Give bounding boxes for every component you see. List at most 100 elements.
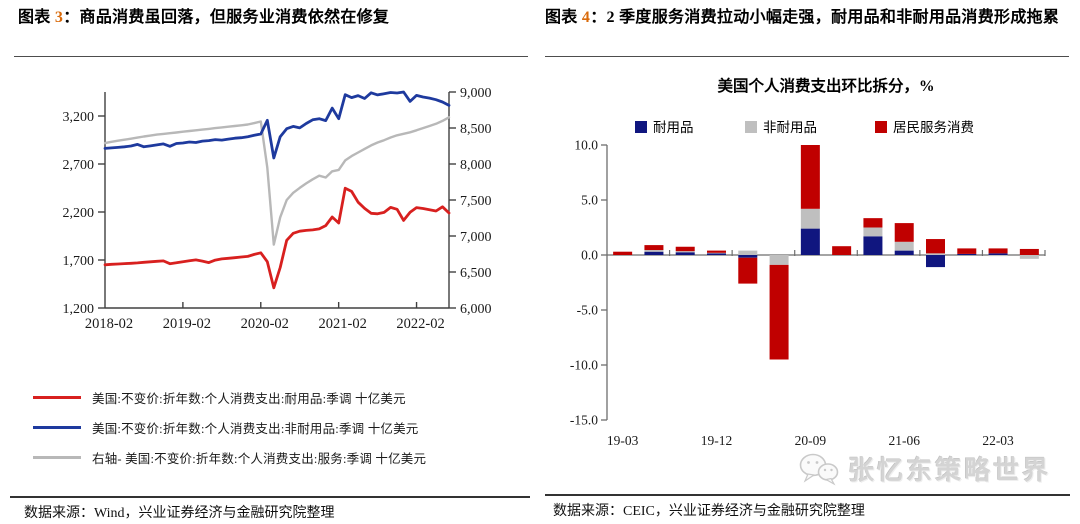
figure3-header-rule — [14, 56, 528, 57]
y-axis-tick-label: -5.0 — [577, 303, 599, 318]
bar-segment-resident-services — [832, 246, 852, 255]
bar-legend-swatch-durable-goods — [635, 121, 647, 133]
watermark-text: 张忆东策略世界 — [848, 456, 1052, 485]
bar-segment-resident-services — [613, 251, 633, 255]
right-bar-chart: 美国个人消费支出环比拆分，% 耐用品 非耐用品 居民服务消费 10.0 5.0 0.0 -5.… — [570, 76, 1046, 448]
y-axis-tick-label: 10.0 — [574, 138, 598, 153]
line-series-services — [103, 116, 451, 246]
right-axis-tick-label: 9,000 — [460, 86, 492, 101]
left-axis-tick-label: 3,200 — [63, 110, 95, 125]
legend-item-services: 右轴- 美国:不变价:折年数:个人消费支出:服务:季调 十亿美元 — [33, 442, 426, 472]
bar-segment-nondurable-goods — [926, 253, 945, 255]
bar-segment-durable-goods — [644, 251, 664, 255]
right-axis-tick-label: 6,000 — [460, 302, 492, 317]
bar-segment-resident-services — [675, 246, 695, 252]
bar-segment-nondurable-goods — [1019, 255, 1039, 259]
bar-segment-durable-goods — [738, 255, 758, 258]
legend-swatch-services — [33, 455, 81, 459]
legend-item-durable-goods: 美国:不变价:折年数:个人消费支出:耐用品:季调 十亿美元 — [33, 382, 426, 412]
left-axis-tick-label: 1,200 — [63, 302, 95, 317]
bar-segment-durable-goods — [988, 253, 1008, 255]
x-axis-tick-label: 2019-02 — [163, 316, 211, 332]
bar-segment-durable-goods — [707, 253, 726, 255]
figure3-title: 图表 3：商品消费虽回落，但服务业消费依然在修复 — [18, 6, 523, 30]
bar-segment-resident-services — [894, 223, 914, 242]
watermark: 张忆东策略世界 — [798, 450, 1051, 487]
bar-segment-durable-goods — [675, 252, 695, 255]
left-axis-tick-label: 2,200 — [63, 206, 95, 221]
y-axis-tick-label: -15.0 — [570, 413, 598, 428]
bar-segment-resident-services — [800, 145, 820, 209]
bar-segment-nondurable-goods — [863, 227, 883, 237]
x-axis-tick-label: 2020-02 — [241, 316, 289, 332]
left-axis-tick-label: 1,700 — [63, 254, 95, 269]
bar-segment-durable-goods — [863, 236, 883, 255]
bar-segment-nondurable-goods — [800, 208, 820, 229]
figure4-colon: ： — [590, 9, 607, 26]
y-axis-tick-label: -10.0 — [570, 358, 598, 373]
bar-chart-title: 美国个人消费支出环比拆分，% — [717, 76, 934, 95]
right-axis-tick-label: 7,500 — [460, 194, 492, 209]
bar-segment-nondurable-goods — [894, 241, 914, 251]
bar-segment-resident-services — [988, 248, 1008, 254]
bar-segment-durable-goods — [800, 228, 820, 255]
bar-segment-nondurable-goods — [738, 250, 758, 255]
figure4-label: 图表 — [545, 9, 582, 26]
bar-x-tick-label: 20-09 — [795, 433, 827, 448]
figure3-colon: ： — [63, 9, 80, 26]
bar-segment-durable-goods — [894, 250, 914, 255]
bar-x-tick-label: 19-12 — [701, 433, 733, 448]
bar-segment-resident-services — [957, 248, 977, 254]
figure4-footer-rule — [545, 494, 1070, 496]
bar-segment-resident-services — [707, 250, 726, 253]
figure3-title-text: 商品消费虽回落，但服务业消费依然在修复 — [79, 9, 390, 26]
figure3-footer-rule — [10, 496, 530, 498]
bar-segment-resident-services — [769, 264, 789, 360]
bar-legend-swatch-resident-services — [875, 121, 887, 133]
bar-segment-resident-services — [1019, 248, 1039, 255]
bar-legend-label: 耐用品 — [653, 120, 694, 135]
bar-segment-durable-goods — [957, 253, 977, 255]
bar-segment-nondurable-goods — [707, 252, 726, 254]
figure3-number: 3 — [54, 9, 64, 26]
right-axis-tick-label: 7,000 — [460, 230, 492, 245]
line-series-durable-goods — [103, 186, 451, 290]
legend-item-nondurable-goods: 美国:不变价:折年数:个人消费支出:非耐用品:季调 十亿美元 — [33, 412, 426, 442]
bar-segment-nondurable-goods — [988, 255, 1008, 257]
figure4-number: 4 — [581, 9, 591, 26]
left-line-chart: 1,200 1,700 2,200 2,700 3,200 6,000 6,500 7,000… — [63, 86, 492, 332]
x-axis-tick-label: 2022-02 — [396, 316, 444, 332]
bar-x-tick-label: 19-03 — [607, 433, 639, 448]
legend-label: 美国:不变价:折年数:个人消费支出:非耐用品:季调 十亿美元 — [92, 421, 419, 436]
left-chart-legend: 美国:不变价:折年数:个人消费支出:耐用品:季调 十亿美元 美国:不变价:折年数:… — [33, 382, 426, 472]
legend-label: 右轴- 美国:不变价:折年数:个人消费支出:服务:季调 十亿美元 — [92, 451, 427, 466]
bar-segment-resident-services — [738, 257, 758, 284]
x-axis-tick-label: 2021-02 — [318, 316, 366, 332]
x-axis-tick-label: 2018-02 — [85, 316, 133, 332]
legend-swatch-nondurable-goods — [33, 425, 81, 429]
bar-segment-resident-services — [863, 218, 883, 228]
line-series-nondurable-goods — [103, 90, 451, 160]
right-axis-tick-label: 8,000 — [460, 158, 492, 173]
legend-label: 美国:不变价:折年数:个人消费支出:耐用品:季调 十亿美元 — [92, 391, 406, 406]
legend-swatch-durable-goods — [33, 395, 81, 399]
right-axis-tick-label: 6,500 — [460, 266, 492, 281]
left-axis-tick-label: 2,700 — [63, 158, 95, 173]
figure4-title-text: 2 季度服务消费拉动小幅走强，耐用品和非耐用品消费形成拖累 — [606, 9, 1060, 26]
bar-legend-label: 居民服务消费 — [893, 120, 974, 135]
bar-legend-swatch-nondurable-goods — [745, 121, 757, 133]
y-axis-tick-label: 0.0 — [581, 248, 598, 263]
figure4-title: 图表 4：2 季度服务消费拉动小幅走强，耐用品和非耐用品消费形成拖累 — [545, 6, 1069, 30]
bar-legend-label: 非耐用品 — [763, 120, 817, 135]
figure4-source: 数据来源：CEIC，兴业证券经济与金融研究院整理 — [553, 504, 865, 519]
y-axis-tick-label: 5.0 — [581, 193, 598, 208]
wechat-icon — [799, 453, 839, 486]
bar-segment-nondurable-goods — [644, 250, 664, 252]
bar-segment-resident-services — [644, 245, 664, 251]
bar-segment-durable-goods — [926, 255, 945, 268]
figure3-source: 数据来源：Wind，兴业证券经济与金融研究院整理 — [24, 506, 335, 521]
bar-segment-resident-services — [926, 239, 945, 254]
bar-x-tick-label: 22-03 — [982, 433, 1014, 448]
right-axis-tick-label: 8,500 — [460, 122, 492, 137]
